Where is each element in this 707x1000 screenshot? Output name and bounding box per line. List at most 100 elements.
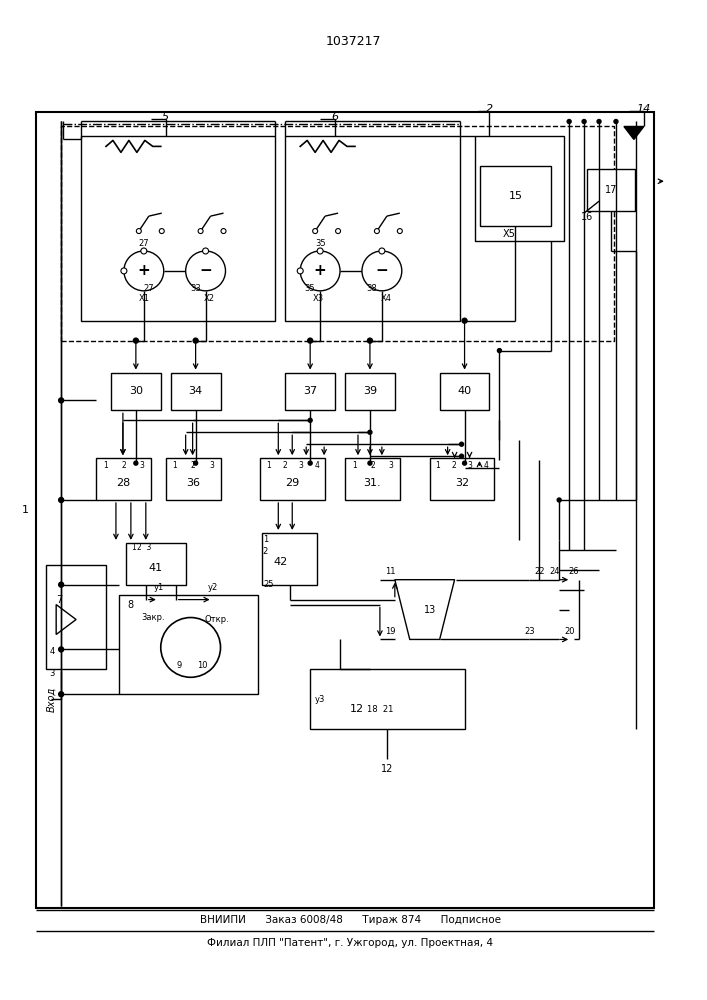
Circle shape <box>308 418 312 422</box>
Circle shape <box>498 349 501 353</box>
Bar <box>430 458 494 500</box>
Text: 20: 20 <box>564 627 574 636</box>
Circle shape <box>375 229 380 234</box>
Bar <box>111 373 160 410</box>
Text: 2  3: 2 3 <box>136 543 151 552</box>
Circle shape <box>336 229 341 234</box>
Text: −: − <box>199 263 212 278</box>
Text: 19: 19 <box>385 627 395 636</box>
Text: у3: у3 <box>315 695 325 704</box>
Text: 2: 2 <box>191 461 196 470</box>
Circle shape <box>136 229 141 234</box>
Circle shape <box>300 251 340 291</box>
Text: 39: 39 <box>363 386 377 396</box>
Text: 42: 42 <box>273 557 288 567</box>
Text: 2: 2 <box>452 461 456 470</box>
Text: 18  21: 18 21 <box>367 705 393 714</box>
Text: +: + <box>314 263 327 278</box>
Text: 37: 37 <box>303 386 317 396</box>
Text: 38: 38 <box>366 284 377 293</box>
Text: 2: 2 <box>370 461 375 470</box>
Text: X5: X5 <box>503 229 516 239</box>
Text: 2: 2 <box>486 104 493 114</box>
Bar <box>46 565 106 669</box>
Text: X1: X1 <box>139 294 149 303</box>
Circle shape <box>186 251 226 291</box>
Text: 4: 4 <box>49 647 54 656</box>
Text: 25: 25 <box>263 580 274 589</box>
Circle shape <box>59 498 64 502</box>
Bar <box>345 458 400 500</box>
Bar <box>310 669 464 729</box>
Text: 10: 10 <box>197 661 208 670</box>
Circle shape <box>317 248 323 254</box>
Text: 3: 3 <box>388 461 393 470</box>
Circle shape <box>312 229 317 234</box>
Bar <box>262 533 317 585</box>
Text: 1037217: 1037217 <box>325 35 381 48</box>
Text: 1: 1 <box>263 535 268 544</box>
Text: 32: 32 <box>455 478 469 488</box>
Circle shape <box>221 229 226 234</box>
Bar <box>440 373 489 410</box>
Circle shape <box>121 268 127 274</box>
Bar <box>126 543 186 585</box>
Text: 4: 4 <box>484 461 489 470</box>
Text: 3: 3 <box>468 461 472 470</box>
Text: 15: 15 <box>508 191 522 201</box>
Circle shape <box>308 338 312 343</box>
Circle shape <box>582 120 586 123</box>
Circle shape <box>557 498 561 502</box>
Text: 13: 13 <box>423 605 436 615</box>
Text: 16: 16 <box>581 212 593 222</box>
Text: 22: 22 <box>534 567 544 576</box>
Text: Вход: Вход <box>46 687 56 712</box>
Circle shape <box>462 318 467 323</box>
Text: 14: 14 <box>637 104 651 114</box>
Text: 27: 27 <box>139 239 149 248</box>
Text: 26: 26 <box>569 567 580 576</box>
Bar <box>285 136 460 321</box>
Circle shape <box>59 647 64 652</box>
Text: у2: у2 <box>207 583 218 592</box>
Circle shape <box>59 398 64 403</box>
Bar <box>345 373 395 410</box>
Text: 23: 23 <box>524 627 534 636</box>
Text: 2: 2 <box>121 461 126 470</box>
Circle shape <box>614 120 618 123</box>
Text: 28: 28 <box>116 478 131 488</box>
Text: 3: 3 <box>209 461 214 470</box>
Text: 6: 6 <box>332 112 339 122</box>
Text: Откр.: Откр. <box>204 615 229 624</box>
Text: 2: 2 <box>263 547 268 556</box>
Bar <box>260 458 325 500</box>
Circle shape <box>368 338 373 343</box>
Circle shape <box>297 268 303 274</box>
Text: 7: 7 <box>56 595 62 605</box>
Circle shape <box>193 338 198 343</box>
Text: Филиал ПЛП "Патент", г. Ужгород, ул. Проектная, 4: Филиал ПЛП "Патент", г. Ужгород, ул. Про… <box>207 938 493 948</box>
Circle shape <box>59 692 64 697</box>
Text: 17: 17 <box>604 185 617 195</box>
Text: 27: 27 <box>144 284 154 293</box>
Text: 1: 1 <box>23 505 29 515</box>
Text: 30: 30 <box>129 386 143 396</box>
Bar <box>474 136 564 241</box>
Text: X2: X2 <box>204 294 215 303</box>
Circle shape <box>397 229 402 234</box>
Circle shape <box>159 229 164 234</box>
Circle shape <box>597 120 601 123</box>
Circle shape <box>134 461 138 465</box>
Text: 4: 4 <box>315 461 320 470</box>
Text: 9: 9 <box>176 661 181 670</box>
Circle shape <box>198 229 203 234</box>
Bar <box>479 166 551 226</box>
Circle shape <box>141 248 147 254</box>
Circle shape <box>59 582 64 587</box>
Text: 8: 8 <box>128 600 134 610</box>
Text: 34: 34 <box>189 386 203 396</box>
Text: 12: 12 <box>350 704 364 714</box>
Circle shape <box>362 251 402 291</box>
Text: 5: 5 <box>162 112 169 122</box>
Text: 35: 35 <box>305 284 315 293</box>
